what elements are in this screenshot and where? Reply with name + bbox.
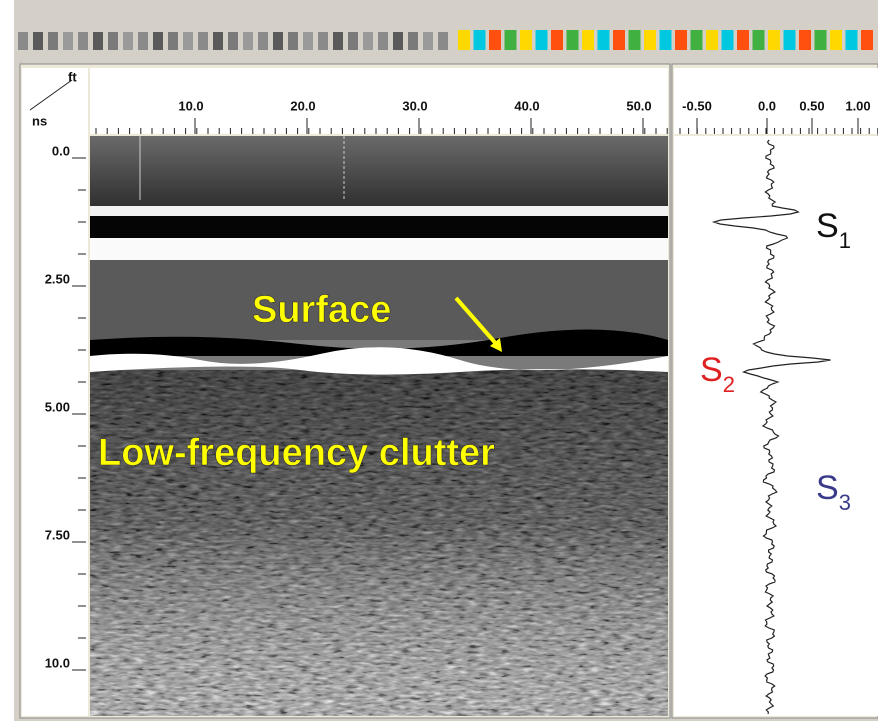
toolbar-button[interactable]: [408, 32, 418, 50]
signal-letter: S: [816, 469, 839, 507]
time-tick-label: 0.0: [52, 143, 70, 158]
scan-tick-label: 50.0: [626, 98, 651, 113]
toolbar-button[interactable]: [228, 32, 238, 50]
toolbar-button[interactable]: [303, 32, 313, 50]
trace-tick-label: -0.50: [682, 98, 712, 113]
band: [90, 238, 668, 260]
surface-label: Surface: [252, 289, 391, 331]
time-ruler: [22, 68, 88, 716]
toolbar-button[interactable]: [78, 32, 88, 50]
toolbar-button[interactable]: [63, 32, 73, 50]
toolbar-button[interactable]: [474, 30, 486, 50]
toolbar-button[interactable]: [691, 30, 703, 50]
toolbar-button[interactable]: [830, 30, 842, 50]
toolbar-button[interactable]: [753, 30, 765, 50]
toolbar-button[interactable]: [768, 30, 780, 50]
band: [90, 136, 668, 206]
time-unit: ns: [32, 113, 47, 128]
toolbar-button[interactable]: [505, 30, 517, 50]
signal-sub: 3: [839, 490, 851, 515]
toolbar-button[interactable]: [123, 32, 133, 50]
toolbar-button[interactable]: [93, 32, 103, 50]
scan-ruler: [90, 68, 668, 134]
toolbar-button[interactable]: [333, 32, 343, 50]
toolbar-button[interactable]: [168, 32, 178, 50]
trace-tick-label: 0.50: [799, 98, 824, 113]
toolbar-button[interactable]: [520, 30, 532, 50]
toolbar-button[interactable]: [213, 32, 223, 50]
toolbar-button[interactable]: [288, 32, 298, 50]
toolbar-button[interactable]: [536, 30, 548, 50]
trace-tick-label: 0.0: [758, 98, 776, 113]
radargram: [90, 136, 668, 716]
toolbar-button[interactable]: [861, 30, 873, 50]
scan-unit: ft: [68, 69, 77, 84]
time-tick-label: 10.0: [45, 655, 70, 670]
toolbar-button[interactable]: [318, 32, 328, 50]
signal-letter: S: [816, 207, 839, 245]
toolbar-button[interactable]: [706, 30, 718, 50]
toolbar-button[interactable]: [629, 30, 641, 50]
time-tick-label: 2.50: [45, 271, 70, 286]
toolbar-button[interactable]: [363, 32, 373, 50]
toolbar-button[interactable]: [846, 30, 858, 50]
toolbar-button[interactable]: [489, 30, 501, 50]
toolbar-button[interactable]: [737, 30, 749, 50]
toolbar-button[interactable]: [660, 30, 672, 50]
toolbar-button[interactable]: [784, 30, 796, 50]
toolbar-button[interactable]: [675, 30, 687, 50]
signal-sub: 2: [723, 372, 735, 397]
toolbar-button[interactable]: [348, 32, 358, 50]
toolbar-button[interactable]: [815, 30, 827, 50]
toolbar-button[interactable]: [722, 30, 734, 50]
toolbar-button[interactable]: [258, 32, 268, 50]
trace-tick-label: 1.00: [845, 98, 870, 113]
toolbar-button[interactable]: [582, 30, 594, 50]
toolbar-button[interactable]: [108, 32, 118, 50]
scan-tick-label: 30.0: [402, 98, 427, 113]
band: [90, 206, 668, 216]
signal-sub: 1: [839, 228, 851, 253]
toolbar-button[interactable]: [644, 30, 656, 50]
toolbar-button[interactable]: [799, 30, 811, 50]
toolbar-button[interactable]: [243, 32, 253, 50]
trace-area: [674, 136, 878, 716]
scan-tick-label: 40.0: [514, 98, 539, 113]
toolbar-button[interactable]: [567, 30, 579, 50]
toolbar-button[interactable]: [551, 30, 563, 50]
toolbar-button[interactable]: [458, 30, 470, 50]
gpr-window: ft ns Surface Low-frequency clutter S1 S…: [0, 0, 878, 721]
toolbar-button[interactable]: [393, 32, 403, 50]
toolbar-button[interactable]: [153, 32, 163, 50]
time-tick-label: 5.00: [45, 399, 70, 414]
clutter-label: Low-frequency clutter: [98, 432, 495, 474]
signal-letter: S: [700, 351, 723, 389]
toolbar-button[interactable]: [273, 32, 283, 50]
toolbar-button[interactable]: [183, 32, 193, 50]
time-tick-label: 7.50: [45, 527, 70, 542]
toolbar-button[interactable]: [18, 32, 28, 50]
toolbar-button[interactable]: [198, 32, 208, 50]
toolbar-button[interactable]: [33, 32, 43, 50]
toolbar-button[interactable]: [613, 30, 625, 50]
toolbar-button[interactable]: [48, 32, 58, 50]
clutter-shade: [90, 370, 668, 716]
scan-tick-label: 10.0: [178, 98, 203, 113]
band: [90, 216, 668, 238]
toolbar-button[interactable]: [378, 32, 388, 50]
scan-tick-label: 20.0: [290, 98, 315, 113]
toolbar-button[interactable]: [598, 30, 610, 50]
toolbar-button[interactable]: [423, 32, 433, 50]
toolbar: [14, 20, 878, 62]
toolbar-button[interactable]: [438, 32, 448, 50]
toolbar-button[interactable]: [138, 32, 148, 50]
